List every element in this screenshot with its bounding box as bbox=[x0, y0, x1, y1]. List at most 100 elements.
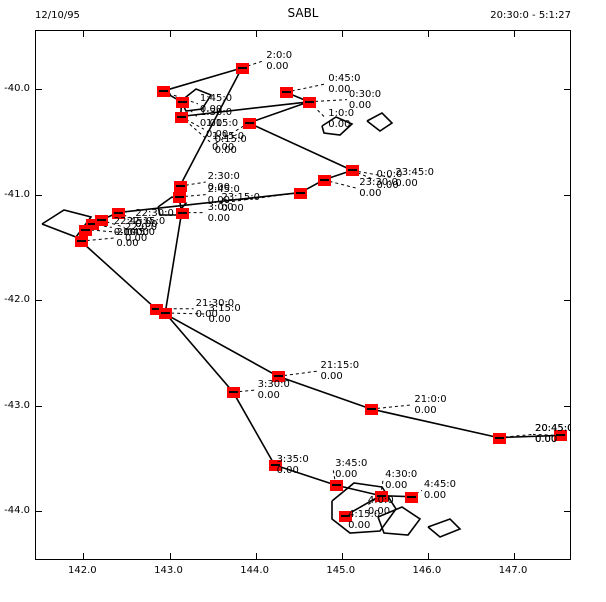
marker-bar bbox=[376, 494, 386, 497]
y-tick-label: -41.0 bbox=[4, 188, 30, 200]
data-point-marker[interactable] bbox=[149, 303, 163, 315]
marker-bar bbox=[270, 464, 280, 467]
point-time: 2:30:0 bbox=[207, 171, 240, 182]
point-label: 23:45:0 0.00 bbox=[395, 167, 434, 189]
data-point-marker[interactable] bbox=[339, 510, 353, 522]
point-time: 22:45:0 bbox=[113, 216, 153, 228]
x-tick bbox=[427, 553, 429, 559]
y-tick bbox=[36, 300, 42, 302]
track-loop-segment bbox=[180, 88, 213, 112]
point-label: 1:45:0 0.00 bbox=[200, 93, 232, 115]
marker-bar bbox=[177, 211, 187, 214]
y-tick-label: -43.0 bbox=[4, 399, 30, 411]
data-point-marker[interactable] bbox=[172, 191, 186, 203]
data-point-marker[interactable] bbox=[268, 460, 282, 472]
point-time: 22:0:0 bbox=[124, 221, 158, 233]
label-leader-line bbox=[180, 116, 205, 130]
data-point-marker[interactable] bbox=[374, 490, 388, 502]
data-point-marker[interactable] bbox=[173, 181, 187, 193]
data-point-marker[interactable] bbox=[85, 219, 99, 231]
point-label: 3:30:0 0.00 bbox=[258, 379, 290, 401]
point-label: 3:35:0 0.00 bbox=[277, 454, 309, 476]
label-leader-line bbox=[219, 192, 301, 204]
point-time: 4:30:0 bbox=[385, 468, 418, 480]
label-leader-lines bbox=[80, 60, 560, 521]
x-tick-label: 144.0 bbox=[240, 565, 269, 576]
data-point-marker[interactable] bbox=[74, 236, 88, 248]
point-time: 21:30:0 bbox=[195, 297, 235, 309]
data-point-marker[interactable] bbox=[294, 187, 308, 199]
data-point-marker[interactable] bbox=[175, 96, 189, 108]
point-label: 2:45:0 0.00 bbox=[208, 184, 240, 206]
data-point-marker[interactable] bbox=[553, 430, 567, 442]
point-time: 1:15:0 bbox=[205, 118, 239, 130]
data-point-marker[interactable] bbox=[329, 480, 343, 492]
data-point-marker[interactable] bbox=[279, 87, 293, 99]
point-value: 0.00 bbox=[328, 83, 351, 95]
point-label: 21:15:0 0.00 bbox=[321, 360, 360, 382]
data-point-marker[interactable] bbox=[94, 215, 108, 227]
data-point-marker[interactable] bbox=[365, 404, 379, 416]
marker-bar bbox=[76, 240, 86, 243]
x-tick-label: 143.0 bbox=[154, 565, 183, 576]
point-label: 3:0:0 0.00 bbox=[208, 202, 234, 224]
data-point-marker[interactable] bbox=[242, 117, 256, 129]
marker-bar bbox=[161, 311, 171, 314]
point-value: 0.00 bbox=[126, 227, 149, 239]
data-point-marker[interactable] bbox=[175, 207, 189, 219]
data-point-marker[interactable] bbox=[156, 86, 170, 98]
point-value: 0.00 bbox=[205, 129, 229, 141]
x-tick-label: 147.0 bbox=[498, 565, 528, 576]
point-time: 20:45:0 bbox=[534, 423, 570, 435]
x-tick-label: 145.0 bbox=[326, 565, 356, 576]
point-time: 0:0:0 bbox=[376, 168, 403, 180]
point-time: 0:45:0 bbox=[328, 72, 361, 84]
point-value: 0.00 bbox=[207, 212, 230, 224]
data-point-marker[interactable] bbox=[317, 174, 331, 186]
marker-bar bbox=[158, 90, 168, 93]
data-point-marker[interactable] bbox=[227, 387, 241, 399]
data-point-marker[interactable] bbox=[303, 96, 317, 108]
data-point-marker[interactable] bbox=[235, 62, 249, 74]
point-time: 23:30:0 bbox=[359, 177, 398, 189]
point-value: 0.00 bbox=[348, 99, 372, 111]
point-time: 21:45:0 bbox=[116, 226, 155, 238]
data-point-marker[interactable] bbox=[272, 371, 286, 383]
point-label: 2:0:0 0.00 bbox=[266, 50, 292, 72]
y-tick bbox=[36, 194, 42, 196]
point-value: 0.00 bbox=[367, 506, 391, 518]
point-time: 4:45:0 bbox=[423, 479, 457, 491]
point-label: 4:15:0 0.00 bbox=[348, 509, 380, 531]
y-tick bbox=[36, 405, 42, 407]
point-time: 3:15:0 bbox=[208, 303, 241, 314]
data-point-marker[interactable] bbox=[346, 165, 360, 177]
data-point-marker[interactable] bbox=[404, 491, 418, 503]
point-label: 23:30:0 0.00 bbox=[359, 177, 398, 199]
point-label: 4:45:0 0.00 bbox=[424, 479, 456, 501]
x-tick-label: 146.0 bbox=[412, 565, 442, 576]
data-point-marker[interactable] bbox=[111, 207, 125, 219]
point-label: 2:30:0 0.00 bbox=[208, 171, 240, 193]
marker-bar bbox=[237, 66, 247, 69]
point-time: 1:15:0 bbox=[211, 130, 245, 142]
track-loop-segment bbox=[377, 506, 422, 536]
marker-bar bbox=[174, 195, 184, 198]
point-time: 4:0:0 bbox=[367, 495, 394, 507]
point-value: 0.00 bbox=[376, 179, 399, 191]
point-value: 0.00 bbox=[257, 390, 280, 402]
x-tick-top bbox=[514, 31, 516, 37]
data-point-marker[interactable] bbox=[79, 224, 93, 236]
point-label: 21:45:0 0.00 bbox=[116, 227, 155, 249]
data-point-marker[interactable] bbox=[159, 307, 173, 319]
chart-time-range: 20:30:0 - 5:1:27 bbox=[490, 10, 571, 21]
point-label: 4:30:0 0.00 bbox=[385, 469, 417, 491]
marker-bar bbox=[274, 375, 284, 378]
point-label: 1:30:0 0.00 bbox=[200, 107, 232, 129]
label-leader-line bbox=[181, 101, 199, 118]
data-point-marker[interactable] bbox=[174, 111, 188, 123]
data-point-marker[interactable] bbox=[492, 432, 506, 444]
point-time: 23:45:0 bbox=[395, 166, 434, 178]
point-value: 0.00 bbox=[348, 519, 371, 531]
point-label: 20:45:0 0.00 bbox=[535, 423, 570, 445]
marker-bar bbox=[348, 169, 358, 172]
